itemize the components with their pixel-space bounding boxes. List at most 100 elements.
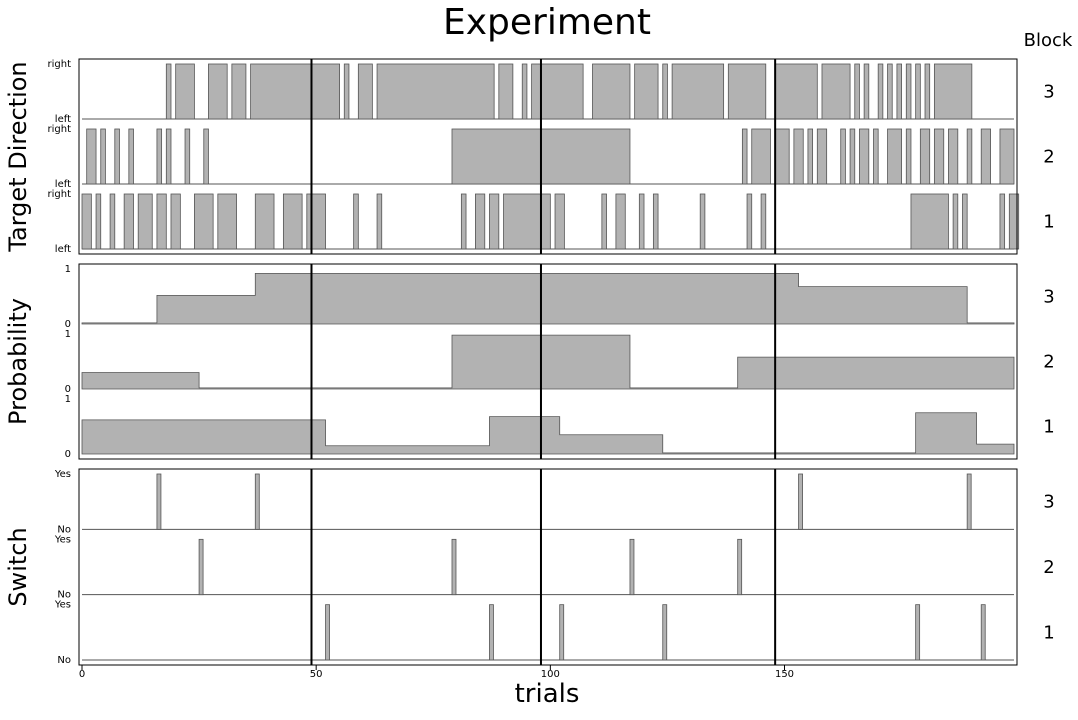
direction-right-bar <box>662 63 668 120</box>
direction-right-bar <box>156 193 167 250</box>
direction-right-bar <box>109 193 116 250</box>
y-tick-label-low: No <box>57 590 71 601</box>
y-tick-label-low: left <box>55 114 71 125</box>
direction-right-bar <box>910 193 949 250</box>
probability-area <box>81 273 1015 325</box>
direction-right-bar <box>217 193 237 250</box>
direction-right-bar <box>128 128 134 185</box>
y-tick-label-low: left <box>55 179 71 190</box>
panel-y-label: Probability <box>4 298 32 425</box>
panel-frame <box>78 58 1018 255</box>
direction-right-bar <box>948 128 959 185</box>
switch-spike <box>325 604 330 661</box>
direction-right-bar <box>966 128 973 185</box>
direction-right-bar <box>821 63 851 120</box>
direction-right-bar <box>250 63 312 120</box>
direction-right-bar <box>282 193 303 250</box>
panel-frame <box>78 468 1018 666</box>
y-tick-label-high: right <box>48 189 72 200</box>
direction-right-bar <box>980 128 991 185</box>
y-tick-label-low: 0 <box>65 449 71 460</box>
direction-right-bar <box>699 193 706 250</box>
direction-right-bar <box>816 128 828 185</box>
direction-right-bar <box>194 193 214 250</box>
direction-right-bar <box>254 193 275 250</box>
switch-spike <box>662 604 668 661</box>
block-number-label: 3 <box>1043 492 1054 513</box>
chart-title: Experiment <box>443 2 651 43</box>
direction-right-bar <box>208 63 228 120</box>
switch-spike <box>198 538 204 596</box>
switch-spike <box>254 473 260 530</box>
direction-right-bar <box>376 193 383 250</box>
block-number-label: 3 <box>1043 287 1054 308</box>
direction-right-bar <box>859 128 870 185</box>
direction-right-bar <box>854 63 860 120</box>
block-number-label: 1 <box>1043 417 1054 438</box>
block-number-label: 2 <box>1043 147 1054 168</box>
switch-spike <box>489 604 494 661</box>
direction-right-bar <box>751 128 771 185</box>
x-tick-label: 150 <box>775 669 794 680</box>
direction-right-bar <box>376 63 495 120</box>
direction-right-bar <box>840 128 846 185</box>
direction-right-bar <box>311 63 340 120</box>
direction-right-bar <box>933 128 945 185</box>
direction-right-bar <box>896 63 902 120</box>
direction-right-bar <box>114 128 120 185</box>
panel-y-label: Switch <box>4 527 32 606</box>
switch-spike <box>798 473 803 530</box>
direction-right-bar <box>521 63 528 120</box>
direction-right-bar <box>357 63 373 120</box>
direction-right-bar <box>165 128 172 185</box>
y-tick-label-high: 1 <box>65 264 71 275</box>
direction-right-bar <box>81 193 92 250</box>
direction-right-bar <box>554 193 565 250</box>
direction-right-bar <box>156 128 163 185</box>
direction-right-bar <box>498 63 514 120</box>
direction-right-bar <box>503 193 551 250</box>
direction-right-bar <box>877 63 884 120</box>
direction-right-bar <box>952 193 959 250</box>
panel-frame <box>78 263 1018 460</box>
direction-right-bar <box>919 128 931 185</box>
switch-spike <box>559 604 565 661</box>
direction-right-bar <box>962 193 968 250</box>
direction-right-bar <box>353 193 359 250</box>
x-tick-label: 50 <box>310 669 323 680</box>
direction-right-bar <box>652 193 659 250</box>
switch-spike <box>451 538 457 596</box>
direction-right-bar <box>343 63 350 120</box>
direction-right-bar <box>86 128 97 185</box>
direction-right-bar <box>123 193 134 250</box>
direction-right-bar <box>203 128 209 185</box>
block-number-label: 3 <box>1043 82 1054 103</box>
y-tick-label-low: 0 <box>65 384 71 395</box>
direction-right-bar <box>760 193 767 250</box>
direction-right-bar <box>592 63 631 120</box>
x-tick-label: 100 <box>541 669 560 680</box>
probability-area <box>81 412 1015 455</box>
y-tick-label-high: right <box>48 124 72 135</box>
direction-right-bar <box>531 63 584 120</box>
direction-right-bar <box>933 63 973 120</box>
direction-right-bar <box>807 128 814 185</box>
y-tick-label-low: left <box>55 244 71 255</box>
probability-area <box>81 334 1015 390</box>
direction-right-bar <box>746 193 753 250</box>
direction-right-bar <box>774 128 790 185</box>
panel-y-label: Target Direction <box>4 61 32 252</box>
x-tick-label: 0 <box>79 669 85 680</box>
direction-right-bar <box>184 128 191 185</box>
block-number-label: 1 <box>1043 212 1054 233</box>
direction-right-bar <box>231 63 247 120</box>
direction-right-bar <box>863 63 870 120</box>
direction-right-bar <box>95 193 102 250</box>
block-header: Block <box>1024 30 1073 51</box>
y-tick-label-low: No <box>57 655 71 666</box>
direction-right-bar <box>601 193 607 250</box>
direction-right-bar <box>999 128 1015 185</box>
direction-right-bar <box>460 193 467 250</box>
y-tick-label-high: Yes <box>54 600 71 611</box>
